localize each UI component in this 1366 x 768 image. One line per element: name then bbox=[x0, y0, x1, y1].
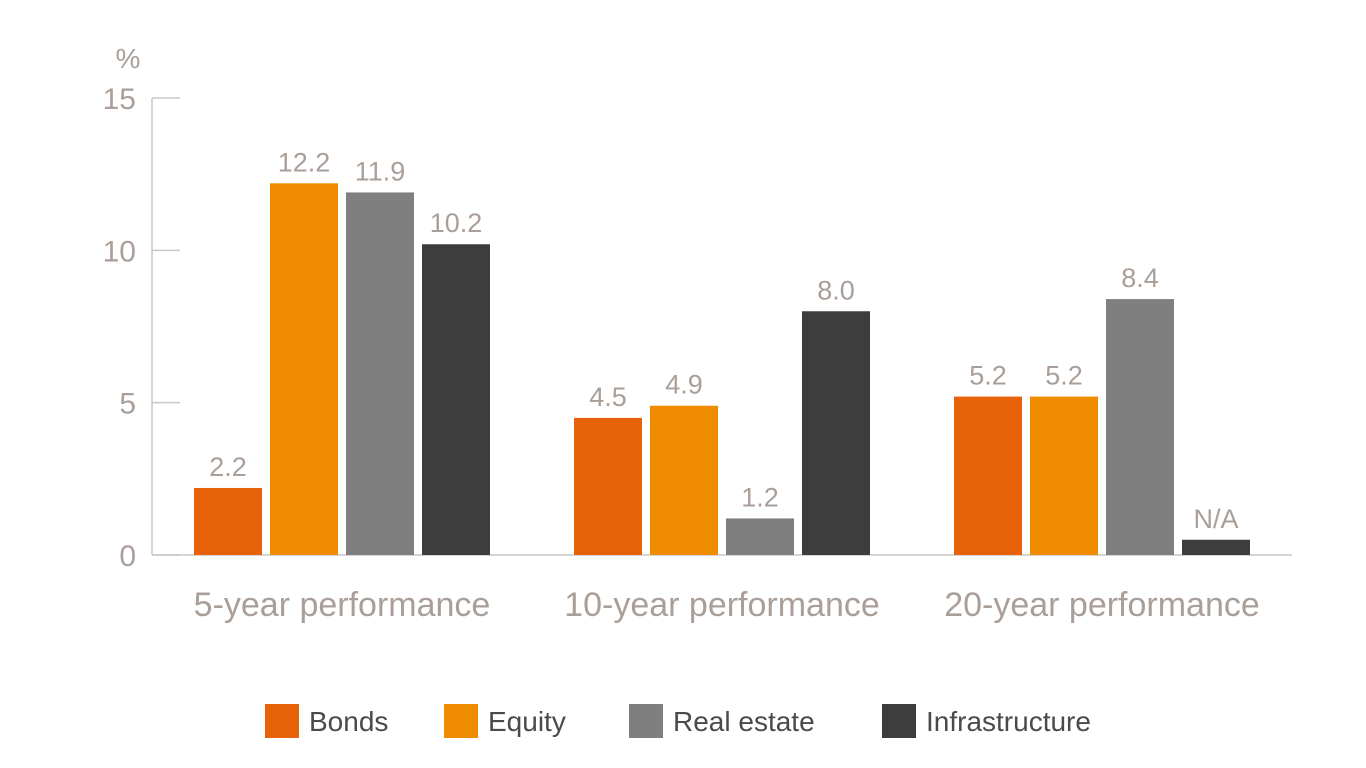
value-labels: 2.2 12.2 11.9 10.2 4.5 4.9 1.2 8.0 5.2 5.2 8.4 N/A bbox=[209, 147, 1238, 533]
y-tick-label: 0 bbox=[119, 540, 136, 573]
y-tick-label: 15 bbox=[103, 83, 136, 116]
y-tick-label: 10 bbox=[103, 235, 136, 268]
value-label: 12.2 bbox=[278, 147, 331, 177]
bar-equity-2 bbox=[650, 405, 718, 555]
bar-real-estate-2 bbox=[726, 518, 794, 555]
bar-equity-3 bbox=[1030, 396, 1098, 555]
value-label: 5.2 bbox=[1045, 361, 1083, 391]
category-label: 10-year performance bbox=[564, 586, 880, 624]
bar-equity-1 bbox=[270, 183, 338, 555]
bar-infrastructure-3 bbox=[1182, 539, 1250, 555]
legend-swatch bbox=[882, 704, 916, 738]
bar-infrastructure-2 bbox=[802, 311, 870, 555]
legend-label: Infrastructure bbox=[926, 706, 1091, 737]
value-label: 8.0 bbox=[817, 275, 855, 305]
bar-real-estate-3 bbox=[1106, 299, 1174, 555]
y-tick-label: 5 bbox=[119, 388, 136, 421]
category-label: 20-year performance bbox=[944, 586, 1260, 624]
value-label: 8.4 bbox=[1121, 263, 1159, 293]
category-labels: 5-year performance 10-year performance 20-… bbox=[194, 586, 1260, 624]
bar-bonds-3 bbox=[954, 396, 1022, 555]
bars bbox=[194, 183, 1250, 556]
bar-bonds-2 bbox=[574, 417, 642, 555]
legend-swatch bbox=[444, 704, 478, 738]
value-label: 4.9 bbox=[665, 370, 703, 400]
value-label: 2.2 bbox=[209, 452, 247, 482]
y-axis-ticks: 0 5 10 15 bbox=[103, 83, 180, 573]
legend: Bonds Equity Real estate Infrastructure bbox=[265, 704, 1091, 738]
value-label: 4.5 bbox=[589, 382, 627, 412]
y-axis-unit-label: % bbox=[116, 43, 141, 74]
value-label: 5.2 bbox=[969, 361, 1007, 391]
bar-infrastructure-1 bbox=[422, 244, 490, 556]
value-label: 11.9 bbox=[355, 156, 406, 186]
axes bbox=[151, 98, 1292, 556]
bar-bonds-1 bbox=[194, 487, 262, 555]
value-label: 10.2 bbox=[430, 208, 483, 238]
legend-label: Equity bbox=[488, 706, 566, 737]
legend-label: Real estate bbox=[673, 706, 815, 737]
legend-swatch bbox=[265, 704, 299, 738]
bar-real-estate-1 bbox=[346, 192, 414, 556]
legend-label: Bonds bbox=[309, 706, 388, 737]
value-label: 1.2 bbox=[741, 482, 779, 512]
legend-swatch bbox=[629, 704, 663, 738]
value-label: N/A bbox=[1193, 504, 1238, 534]
category-label: 5-year performance bbox=[194, 586, 491, 624]
